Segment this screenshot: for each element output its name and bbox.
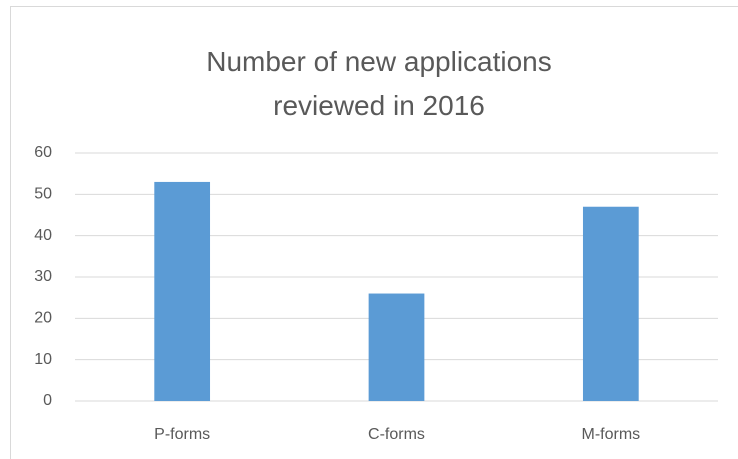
chart-frame [10,6,738,459]
bar [582,206,639,401]
bar [154,181,211,401]
y-tick-label: 50 [34,186,52,203]
x-tick-label: P-forms [154,426,210,443]
bar [368,293,425,401]
y-tick-label: 0 [43,392,52,409]
y-tick-label: 40 [34,227,52,244]
chart-title: Number of new applications reviewed in 2… [206,46,552,121]
y-tick-label: 10 [34,351,52,368]
y-tick-label: 30 [34,268,52,285]
x-tick-label: M-forms [582,426,641,443]
y-tick-label: 60 [34,144,52,161]
y-tick-label: 20 [34,310,52,327]
x-tick-label: C-forms [368,426,425,443]
